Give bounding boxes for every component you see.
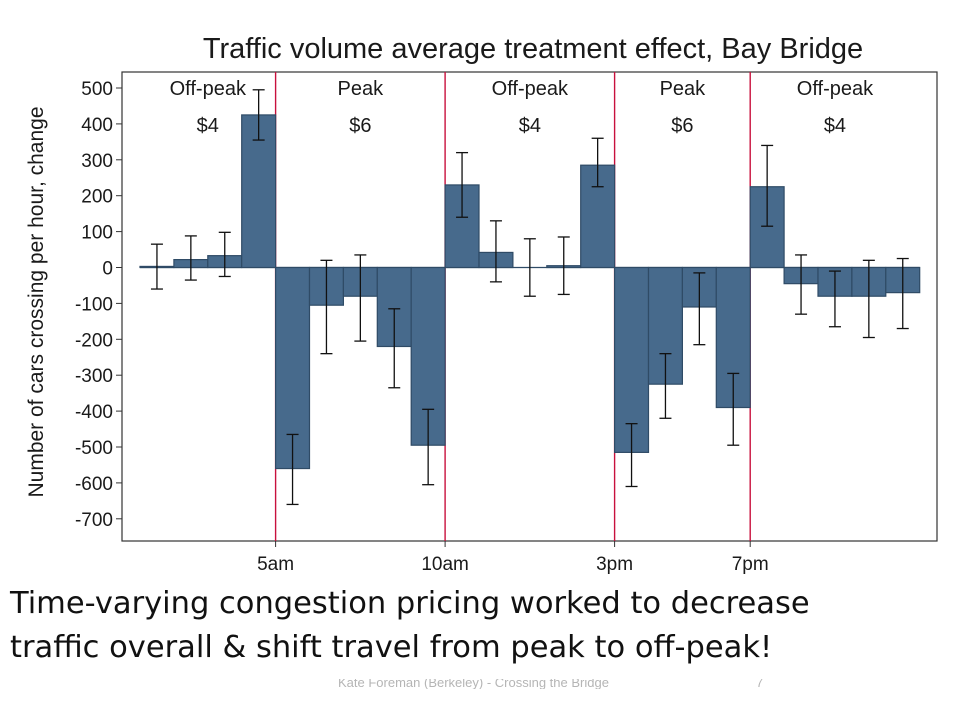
y-tick-label: -700 [75, 510, 113, 531]
treatment-effect-chart: Traffic volume average treatment effect,… [25, 33, 938, 575]
chart-title: Traffic volume average treatment effect,… [203, 33, 863, 65]
y-tick-label: 300 [81, 151, 113, 172]
plot-frame [121, 71, 938, 542]
x-tick-label: 5am [257, 554, 294, 575]
period-label: Off-peak [492, 78, 569, 100]
period-label: Peak [338, 78, 385, 100]
caption-line-1: Time-varying congestion pricing worked t… [10, 586, 810, 621]
plot-area: 500 400 300 200 100 0 -100 -200 -300 -400 -500 -600… [75, 71, 938, 575]
y-tick-label: -400 [75, 402, 113, 423]
y-tick-label: -100 [75, 294, 113, 315]
y-tick-label: 0 [102, 259, 113, 280]
y-tick-label: 400 [81, 115, 113, 136]
x-tick-label: 10am [421, 554, 469, 575]
y-tick-label: 500 [81, 79, 113, 100]
bar [613, 266, 650, 453]
y-tick-label: 100 [81, 223, 113, 244]
y-tick-label: -200 [75, 330, 113, 351]
caption-line-2: traffic overall & shift travel from peak… [10, 630, 773, 665]
page-number: 7 [756, 679, 764, 689]
period-price: $4 [519, 115, 541, 137]
y-tick-label: 200 [81, 187, 113, 208]
slide-caption: Time-varying congestion pricing worked t… [10, 582, 950, 670]
y-axis-label: Number of cars crossing per hour, change [25, 106, 48, 497]
period-price: $4 [824, 115, 846, 137]
y-tick-label: -500 [75, 438, 113, 459]
period-label: Peak [660, 78, 707, 100]
x-tick-label: 3pm [596, 554, 633, 575]
period-price: $6 [671, 115, 693, 137]
period-label: Off-peak [797, 78, 874, 100]
period-label: Off-peak [170, 78, 247, 100]
y-tick-label: -600 [75, 474, 113, 495]
period-price: $6 [349, 115, 371, 137]
slide-footer: Kate Foreman (Berkeley) - Crossing the B… [338, 679, 609, 689]
y-tick-label: -300 [75, 366, 113, 387]
x-tick-label: 7pm [732, 554, 769, 575]
period-price: $4 [197, 115, 219, 137]
